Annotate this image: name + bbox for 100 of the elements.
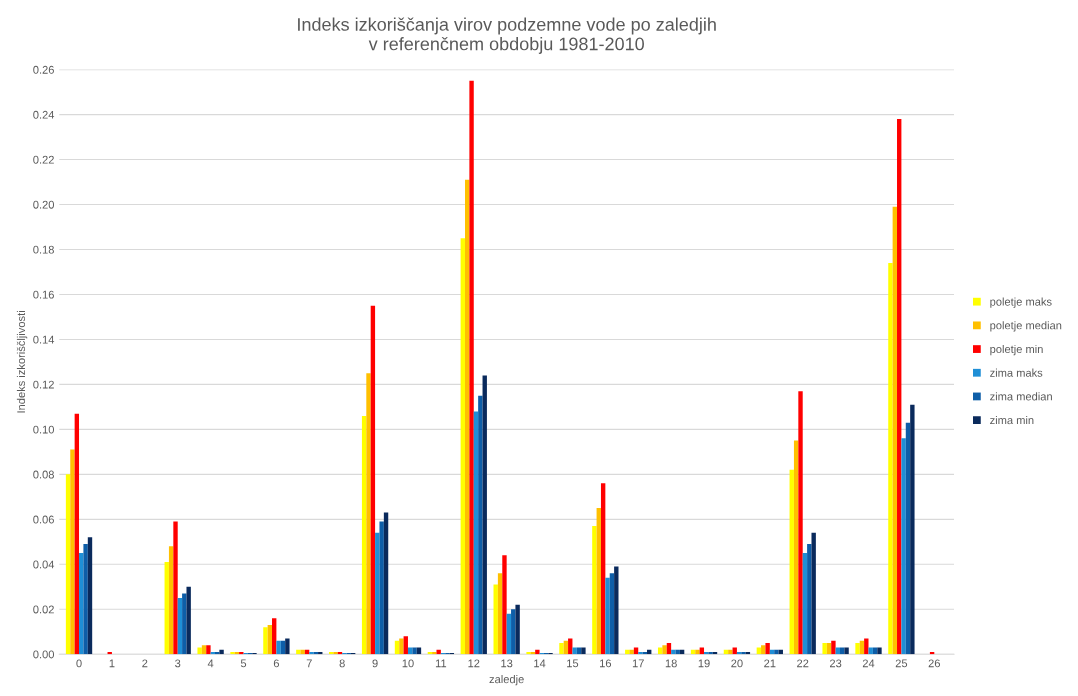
bar — [177, 598, 183, 655]
y-axis-title: Indeks izkoriščljivosti — [16, 311, 28, 413]
bar — [831, 640, 836, 655]
legend-label: poletje maks — [990, 297, 1052, 308]
bar — [662, 645, 667, 655]
bar — [872, 647, 878, 655]
bar — [559, 643, 564, 655]
bar — [600, 483, 606, 655]
y-tick-label: 0.14 — [33, 335, 55, 344]
bar — [482, 375, 487, 655]
bar — [399, 638, 404, 655]
bar — [383, 512, 389, 655]
bar — [855, 643, 860, 655]
x-tick-label: 9 — [372, 659, 378, 668]
y-tick-label: 0.16 — [33, 290, 54, 299]
bar — [708, 651, 713, 655]
legend-label: zima min — [990, 415, 1034, 425]
bar — [309, 651, 314, 655]
y-tick-label: 0.02 — [33, 605, 54, 614]
bar — [333, 651, 338, 655]
x-tick-label: 12 — [468, 659, 480, 668]
bar — [822, 643, 827, 655]
x-tick-label: 23 — [829, 659, 842, 668]
bar — [572, 647, 577, 655]
bar — [74, 413, 80, 655]
bar — [868, 647, 873, 655]
x-tick-label: 19 — [698, 659, 710, 668]
y-tick-label: 0.20 — [33, 200, 54, 209]
bar — [79, 553, 84, 655]
bar — [263, 627, 268, 655]
bar — [802, 553, 808, 655]
y-tick-label: 0.04 — [33, 560, 55, 569]
bar — [511, 609, 516, 655]
bar — [835, 647, 840, 655]
bar — [811, 532, 816, 655]
bar — [285, 638, 290, 655]
x-tick-label: 2 — [142, 659, 148, 668]
bar — [412, 647, 417, 655]
bar — [460, 238, 465, 655]
bar — [741, 651, 746, 655]
bar — [403, 636, 408, 655]
bar — [629, 649, 634, 655]
bar — [798, 391, 803, 655]
bar — [87, 537, 93, 655]
bar — [897, 119, 902, 655]
bar — [765, 643, 770, 655]
y-tick-label: 0.24 — [33, 110, 55, 119]
x-tick-label: 11 — [435, 659, 447, 668]
bar — [493, 584, 498, 655]
bar — [732, 647, 737, 655]
bar — [83, 544, 88, 655]
x-tick-label: 7 — [306, 659, 312, 668]
y-tick-label: 0.06 — [33, 515, 54, 524]
bar — [633, 647, 639, 655]
bar — [699, 647, 705, 655]
bar — [695, 649, 700, 655]
bar — [864, 638, 869, 655]
bar — [497, 573, 503, 655]
x-tick-label: 1 — [109, 659, 115, 668]
chart-title: Indeks izkoriščanja virov podzemne vode po zaledjih v referenčnem obdobju 1981-2010 — [298, 17, 716, 54]
x-tick-label: 22 — [797, 659, 809, 668]
bar — [473, 411, 479, 655]
bar — [728, 649, 733, 655]
y-tick-label: 0.26 — [33, 65, 54, 74]
bar — [173, 521, 178, 655]
x-tick-label: 13 — [501, 659, 513, 668]
bar — [568, 638, 573, 655]
bar — [901, 438, 906, 655]
bar — [230, 651, 235, 655]
bar — [502, 555, 507, 655]
y-tick-label: 0.12 — [33, 380, 54, 389]
bar — [70, 449, 75, 655]
bar — [877, 647, 882, 655]
x-tick-label: 16 — [600, 659, 612, 668]
bar — [272, 618, 277, 655]
x-tick-label: 5 — [240, 659, 247, 668]
bar — [605, 577, 610, 655]
legend-label: poletje min — [990, 344, 1043, 356]
bar — [464, 179, 470, 655]
bar — [892, 206, 898, 655]
x-tick-label: 0 — [76, 659, 82, 668]
x-tick-label: 24 — [862, 659, 875, 668]
bar — [186, 586, 191, 655]
bar — [839, 647, 845, 655]
legend-label: zima median — [990, 392, 1052, 401]
legend-label: zima maks — [990, 368, 1043, 377]
bar — [469, 80, 474, 655]
bar — [609, 573, 615, 655]
y-tick-label: 0.22 — [33, 155, 54, 164]
bar — [807, 544, 812, 655]
bar — [905, 422, 911, 655]
bar — [478, 395, 483, 655]
bar — [416, 647, 422, 655]
bar — [219, 649, 224, 655]
bar — [436, 649, 441, 655]
bar — [793, 440, 799, 655]
x-tick-label: 26 — [928, 659, 940, 668]
bar — [774, 649, 779, 655]
y-tick-label: 0.00 — [33, 650, 54, 659]
x-tick-label: 15 — [567, 659, 579, 668]
